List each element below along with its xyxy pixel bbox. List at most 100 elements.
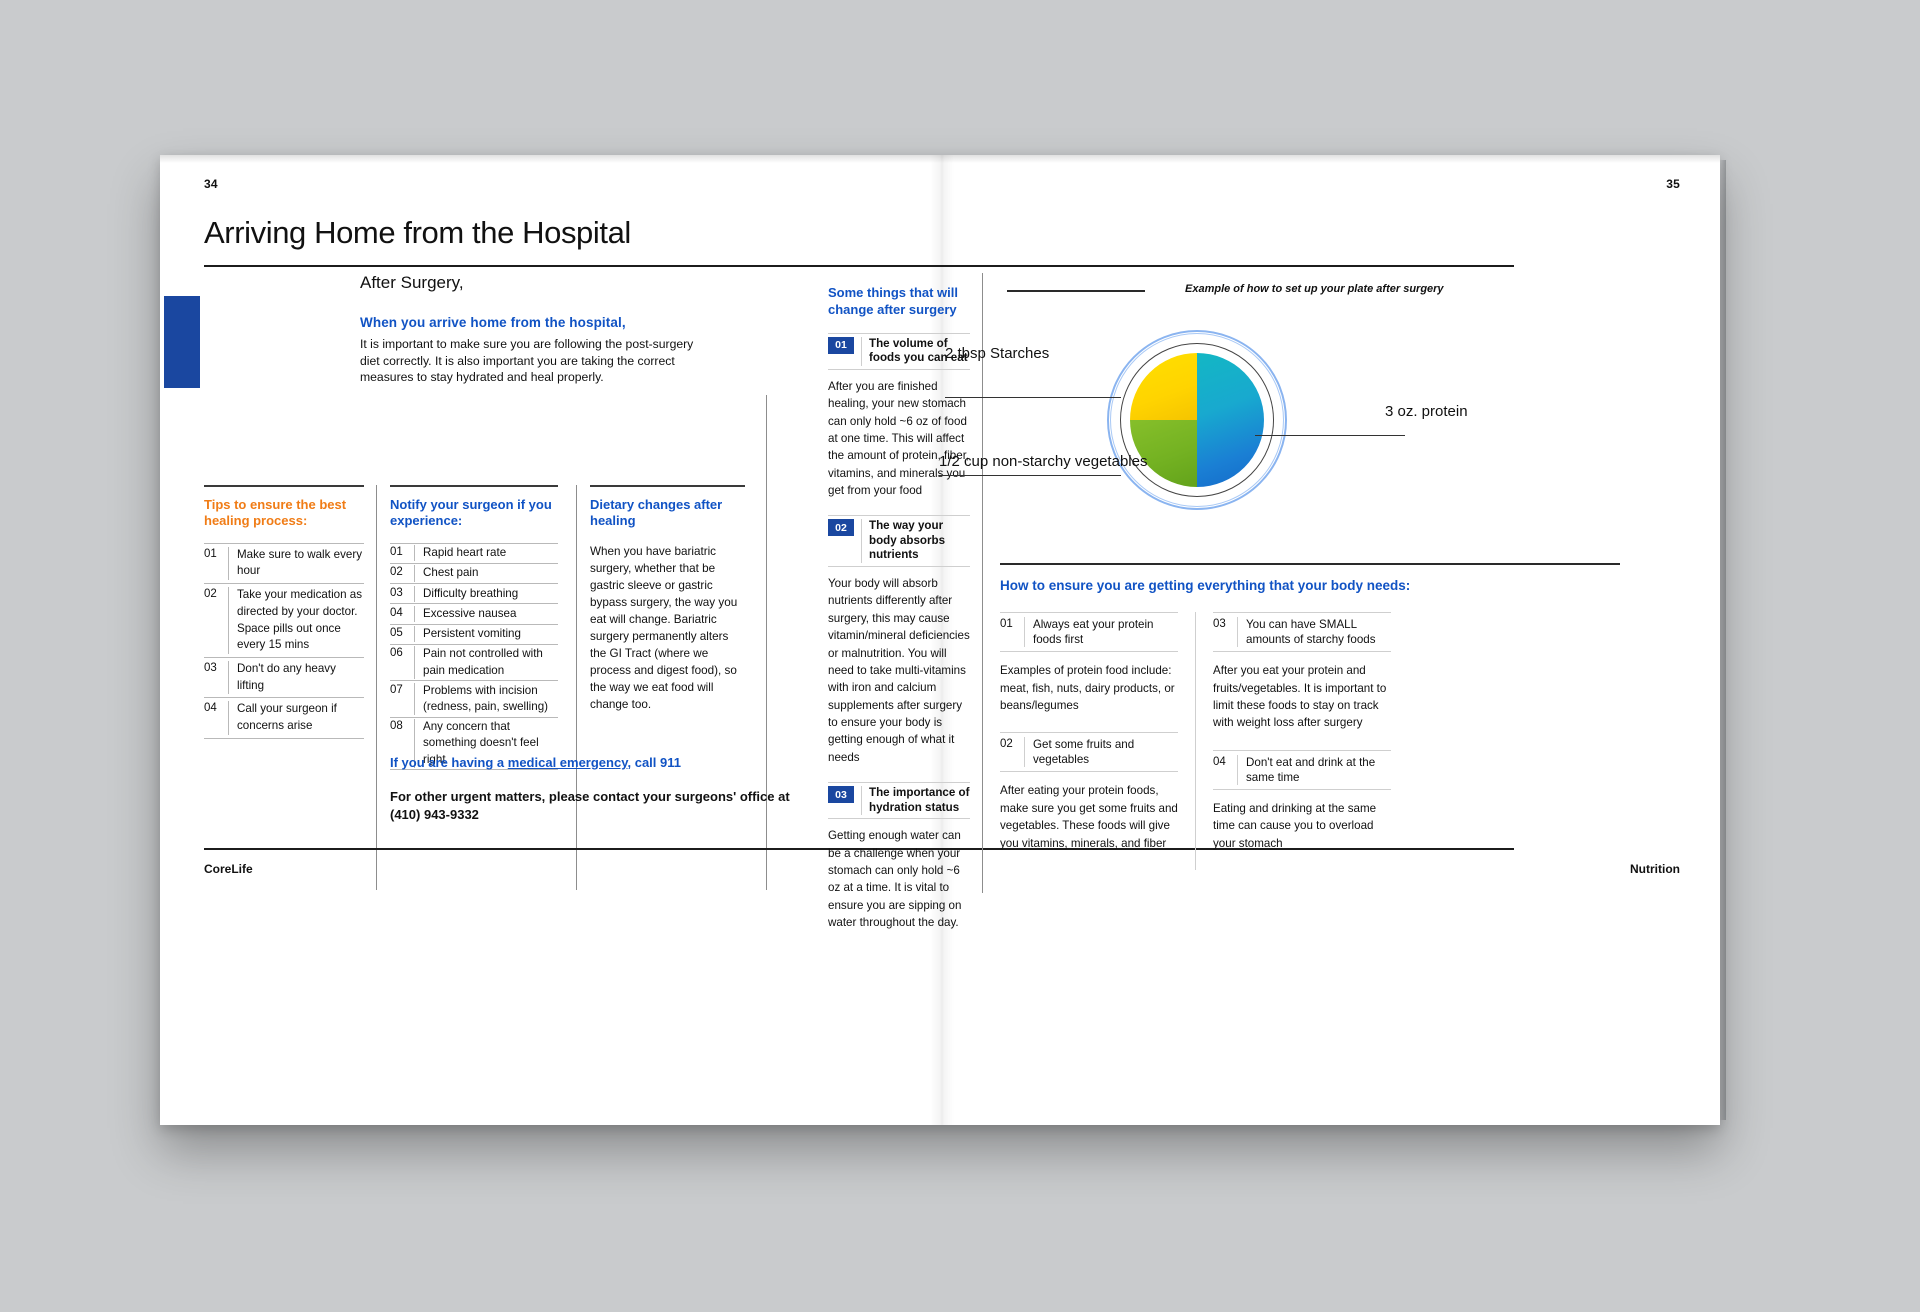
- notify-heading: Notify your surgeon if you experience:: [390, 496, 552, 529]
- list-item-text: Don't do any heavy lifting: [237, 661, 336, 692]
- list-item-separator: [414, 682, 415, 716]
- needs-column-divider: [1195, 612, 1196, 871]
- dietary-body: When you have bariatric surgery, whether…: [590, 544, 738, 712]
- plate-wedge-vegetables: [1130, 420, 1197, 487]
- list-item-separator: [228, 587, 229, 654]
- list-item-number: 05: [390, 627, 403, 640]
- needs-rule: [1000, 563, 1620, 565]
- list-item-text: Persistent vomiting: [423, 627, 521, 641]
- label-starches: 2 tbsp Starches: [945, 345, 1050, 362]
- plate-wedge-protein: [1197, 353, 1264, 487]
- needs-heading: How to ensure you are getting everything…: [1000, 577, 1411, 593]
- change-item-badge: 01: [828, 336, 854, 354]
- list-item: 07 Problems with incision (redness, pain,…: [390, 680, 558, 716]
- plate-caption: Example of how to set up your plate afte…: [1185, 283, 1444, 295]
- label-protein: 3 oz. protein: [1385, 403, 1468, 420]
- emergency-block: If you are having a medical emergency, c…: [390, 755, 820, 825]
- needs-item-body: After eating your protein foods, make su…: [1000, 784, 1178, 850]
- book-gutter: [930, 155, 954, 1125]
- list-item-number: 01: [204, 547, 217, 560]
- list-item-separator: [414, 585, 415, 602]
- page-top-shadow: [160, 155, 1720, 163]
- needs-item-title: You can have SMALL amounts of starchy fo…: [1246, 618, 1376, 647]
- emergency-prefix: If you are having a: [390, 755, 508, 770]
- changes-column: Some things that will change after surge…: [828, 285, 970, 948]
- folio-right: 35: [1666, 177, 1680, 191]
- change-item-body: Getting enough water can be a challenge …: [828, 829, 962, 930]
- list-item-separator: [228, 546, 229, 581]
- list-item: 01 Make sure to walk every hour: [204, 542, 364, 583]
- change-item-badge: 02: [828, 519, 854, 537]
- needs-column-left: 01 Always eat your protein foods first Exa…: [1000, 612, 1178, 870]
- change-item-separator: [861, 336, 862, 366]
- list-item-text: Problems with incision (redness, pain, s…: [423, 683, 549, 713]
- list-item-separator: [414, 545, 415, 562]
- needs-item-body: After you eat your protein and fruits/ve…: [1213, 664, 1387, 730]
- medical-emergency-link[interactable]: medical emergency: [507, 755, 628, 770]
- list-item-text: Chest pain: [423, 566, 479, 580]
- change-item-separator: [861, 519, 862, 563]
- list-item-number: 07: [390, 683, 403, 696]
- tips-rule: [204, 485, 364, 487]
- intro-body: It is important to make sure you are fol…: [360, 337, 694, 385]
- plate-wedge-starches: [1130, 353, 1197, 420]
- list-item-number: 02: [204, 588, 217, 601]
- list-item-text: Take your medication as directed by your…: [237, 588, 363, 652]
- column-divider-2: [576, 485, 577, 890]
- folio-left: 34: [204, 177, 218, 191]
- needs-item-number: 02: [1000, 738, 1013, 751]
- needs-item-number: 03: [1213, 618, 1226, 631]
- needs-item-title: Get some fruits and vegetables: [1033, 738, 1135, 767]
- needs-columns: 01 Always eat your protein foods first Exa…: [1000, 612, 1620, 871]
- right-page: 35 Some things that will change after su…: [828, 155, 1706, 1125]
- title-rule: [204, 265, 1514, 267]
- intro-heading: When you arrive home from the hospital,: [360, 315, 626, 330]
- needs-item-header: 03 You can have SMALL amounts of starchy …: [1213, 612, 1391, 653]
- list-item: 04 Call your surgeon if concerns arise: [204, 697, 364, 739]
- list-item-separator: [228, 660, 229, 695]
- emergency-line: If you are having a medical emergency, c…: [390, 755, 820, 770]
- needs-item-separator: [1024, 617, 1025, 648]
- list-item-number: 06: [390, 647, 403, 660]
- needs-item-separator: [1237, 617, 1238, 648]
- needs-item-header: 04 Don't eat and drink at the same time: [1213, 749, 1391, 790]
- list-item-separator: [414, 626, 415, 643]
- needs-item-body: Eating and drinking at the same time can…: [1213, 801, 1377, 850]
- list-item-text: Call your surgeon if concerns arise: [237, 702, 337, 732]
- right-page-divider: [982, 273, 983, 893]
- needs-item-number: 04: [1213, 755, 1226, 768]
- list-item-number: 03: [390, 586, 403, 599]
- needs-item-title: Don't eat and drink at the same time: [1246, 755, 1376, 784]
- notify-column: Notify your surgeon if you experience: 0…: [390, 485, 558, 771]
- list-item-text: Excessive nausea: [423, 606, 517, 620]
- footer-section: Nutrition: [1630, 862, 1680, 876]
- left-page: 34 Arriving Home from the Hospital After…: [164, 155, 1514, 1125]
- blue-tab-marker: [164, 296, 200, 388]
- change-item-title: The volume of foods you can eat: [869, 336, 968, 365]
- after-surgery-kicker: After Surgery,: [360, 273, 464, 292]
- label-vegetables: 1/2 cup non-starchy vegetables: [939, 453, 1148, 470]
- list-item-number: 08: [390, 720, 403, 733]
- list-item: 04 Excessive nausea: [390, 603, 558, 623]
- emergency-suffix: , call 911: [627, 755, 681, 770]
- change-item-body: Your body will absorb nutrients differen…: [828, 576, 970, 764]
- leader-line-protein: [1255, 435, 1405, 436]
- list-item-text: Rapid heart rate: [423, 546, 507, 560]
- needs-item-header: 02 Get some fruits and vegetables: [1000, 732, 1178, 773]
- needs-item-separator: [1024, 737, 1025, 768]
- change-item-title: The importance of hydration status: [869, 786, 970, 814]
- list-item: 08 Any concern that something doesn't fee…: [390, 716, 558, 771]
- change-item-header: 02 The way your body absorbs nutrients: [828, 515, 970, 567]
- list-item-text: Difficulty breathing: [423, 586, 519, 600]
- list-item: 03 Don't do any heavy lifting: [204, 656, 364, 697]
- list-item: 02 Chest pain: [390, 562, 558, 583]
- list-item-number: 04: [204, 702, 217, 715]
- list-item-separator: [414, 605, 415, 623]
- tips-heading: Tips to ensure the best healing process:: [204, 496, 347, 529]
- needs-section: How to ensure you are getting everything…: [1000, 563, 1620, 871]
- list-item: 01 Rapid heart rate: [390, 542, 558, 563]
- list-item-number: 02: [390, 566, 403, 579]
- dietary-rule: [590, 485, 745, 487]
- urgent-matters-line: For other urgent matters, please contact…: [390, 789, 790, 823]
- list-item-separator: [228, 701, 229, 735]
